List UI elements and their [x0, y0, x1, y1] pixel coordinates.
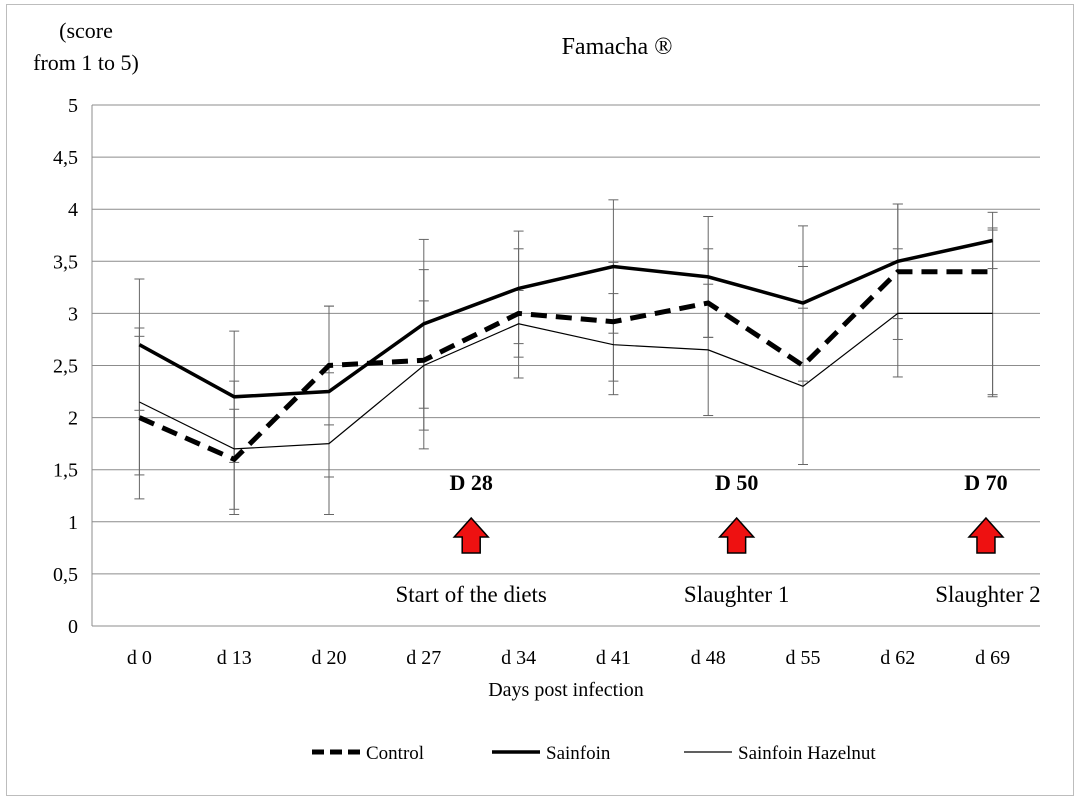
x-tick-label: d 62 — [880, 647, 915, 669]
y-axis-label-line1: (score — [59, 18, 113, 43]
x-tick-label: d 13 — [217, 647, 252, 669]
annotation-caption: Start of the diets — [396, 582, 547, 607]
series-line-sainfoin-hazelnut — [139, 312, 993, 450]
annotation-caption: Slaughter 1 — [684, 582, 789, 607]
annotation-label: D 28 — [450, 470, 493, 495]
y-tick-label: 1 — [68, 512, 78, 534]
x-tick-label: d 69 — [975, 647, 1010, 669]
legend-label: Control — [366, 743, 424, 764]
legend-label: Sainfoin — [546, 743, 611, 764]
y-tick-label: 4,5 — [53, 147, 78, 169]
error-bars — [134, 199, 998, 516]
chart-frame — [6, 4, 1074, 796]
series-line-control — [138, 269, 993, 463]
y-tick-label: 1,5 — [53, 460, 78, 482]
x-tick-label: d 41 — [596, 647, 631, 669]
x-tick-label: d 0 — [127, 647, 152, 669]
y-tick-label: 0 — [68, 616, 78, 638]
annotation-arrow — [452, 516, 490, 554]
y-tick-label: 4 — [68, 199, 78, 221]
x-tick-labels: d 0 d 13 d 20 d 27 d 34 d 41 d 48 d 55 d 62 d 69 — [127, 647, 1010, 669]
x-tick-label: d 27 — [406, 647, 441, 669]
annotation-label: D 50 — [715, 470, 758, 495]
annotation-arrow — [717, 516, 756, 554]
y-tick-labels: 0 0,5 1 1,5 2 2,5 3 3,5 4 4,5 5 — [53, 95, 78, 638]
series-line-sainfoin — [138, 238, 993, 399]
annotation-arrow — [967, 516, 1005, 554]
y-tick-label: 0,5 — [53, 564, 78, 586]
x-tick-label: d 48 — [691, 647, 726, 669]
x-tick-label: d 20 — [312, 647, 347, 669]
y-axis-label-line2: from 1 to 5) — [33, 50, 139, 75]
legend-label: Sainfoin Hazelnut — [738, 743, 876, 764]
chart-title: Famacha ® — [562, 34, 673, 60]
y-tick-label: 2,5 — [53, 356, 78, 378]
y-tick-label: 2 — [68, 408, 78, 430]
y-tick-label: 5 — [68, 95, 78, 117]
x-axis-label: Days post infection — [488, 679, 644, 701]
annotation-caption: Slaughter 2 — [935, 582, 1040, 607]
y-tick-label: 3 — [68, 303, 78, 325]
annotation-label: D 70 — [964, 470, 1007, 495]
y-tick-label: 3,5 — [53, 251, 78, 273]
grid-layer — [91, 104, 1040, 627]
x-tick-label: d 34 — [501, 647, 536, 669]
legend: Control Sainfoin Sainfoin Hazelnut — [312, 743, 876, 764]
series-lines — [138, 238, 993, 463]
annotations: D 28 Start of the diets D 50 Slaughter 1 D 7… — [396, 470, 1041, 607]
x-tick-label: d 55 — [786, 647, 821, 669]
